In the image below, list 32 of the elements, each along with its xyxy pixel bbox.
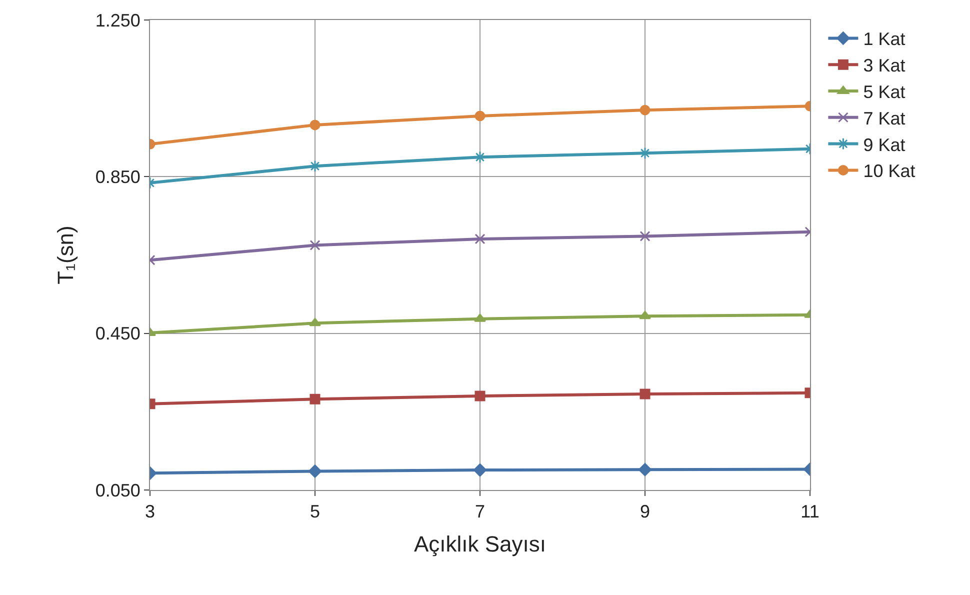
point	[473, 463, 487, 477]
point	[474, 314, 486, 322]
point	[310, 394, 320, 404]
y-tick-label: 0.850	[95, 166, 140, 187]
legend-label: 1 Kat	[863, 29, 906, 50]
point	[309, 318, 321, 326]
point	[310, 120, 320, 130]
x-tick-label: 3	[144, 502, 156, 522]
point	[639, 310, 651, 320]
y-tick-label: 0.450	[95, 324, 140, 344]
x-axis-title: Açıklık Sayısı	[414, 532, 546, 556]
y-tick-label: 0.050	[95, 480, 140, 500]
y-tick-label: 1.250	[95, 10, 140, 30]
x-tick-label: 7	[474, 502, 486, 522]
x-tick-label: 9	[640, 502, 650, 522]
legend-label: 10 Kat	[863, 161, 916, 182]
point	[474, 234, 486, 244]
point	[474, 110, 486, 122]
legend-label: 7 Kat	[863, 108, 906, 128]
legend-label: 5 Kat	[863, 82, 906, 102]
point	[638, 463, 652, 476]
legend-label: 9 Kat	[863, 134, 906, 155]
point	[640, 388, 650, 400]
point	[640, 104, 650, 116]
point	[310, 240, 320, 250]
legend-label: 3 Kat	[863, 56, 906, 76]
point	[474, 390, 486, 402]
x-tick-label: 5	[310, 502, 320, 522]
x-tick-label: 11	[800, 502, 820, 522]
point	[308, 464, 322, 478]
y-axis-title: T₁(sn)	[53, 226, 78, 284]
point	[640, 230, 650, 242]
